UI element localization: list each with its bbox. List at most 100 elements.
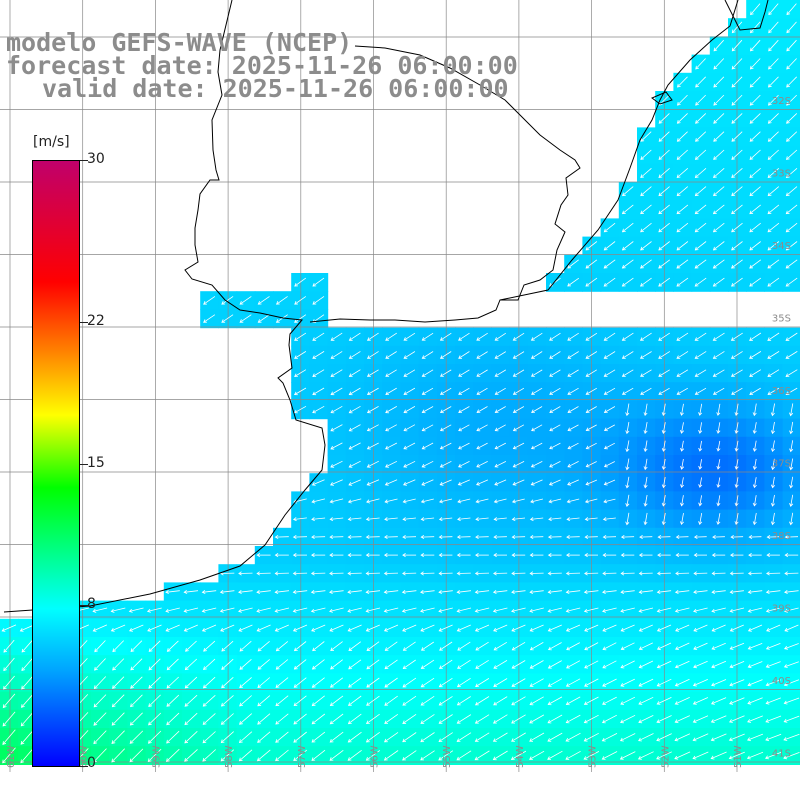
wind-arrow — [330, 351, 343, 359]
wind-arrow — [638, 589, 653, 595]
wind-arrow — [583, 732, 599, 742]
wind-arrow — [401, 607, 417, 613]
wind-arrow — [457, 498, 471, 504]
wind-arrow — [385, 351, 397, 359]
wind-arrow — [656, 733, 672, 742]
wind-arrow — [20, 747, 35, 764]
wind-arrow — [312, 405, 325, 414]
wind-arrow — [456, 534, 471, 540]
wind-arrow — [603, 461, 615, 468]
wind-arrow — [293, 713, 307, 725]
wind-arrow — [275, 296, 288, 305]
wind-arrow — [348, 405, 361, 414]
wind-cell — [527, 691, 547, 711]
wind-arrow — [785, 222, 798, 233]
wind-cell — [418, 637, 438, 656]
wind-cell — [200, 637, 219, 656]
wind-cell — [327, 382, 347, 401]
wind-arrow — [713, 131, 725, 142]
wind-arrow — [384, 498, 398, 504]
wind-cell — [709, 345, 729, 365]
wind-cell — [473, 364, 492, 383]
wind-cell — [0, 655, 19, 674]
wind-cell — [418, 345, 438, 365]
wind-arrow — [698, 422, 703, 434]
wind-arrow — [784, 589, 799, 595]
wind-cell — [691, 163, 711, 183]
wind-arrow — [239, 713, 253, 725]
wind-cell — [345, 364, 365, 383]
wind-cell — [109, 637, 128, 656]
wind-arrow — [492, 732, 508, 742]
wind-arrow — [694, 204, 707, 215]
wind-arrow — [92, 624, 108, 632]
wind-arrow — [474, 607, 490, 613]
wind-arrow — [693, 534, 707, 540]
wind-arrow — [784, 534, 799, 540]
wind-arrow — [547, 714, 563, 724]
wind-arrow — [784, 571, 799, 576]
wind-arrow — [166, 712, 180, 726]
wind-cell — [564, 418, 583, 438]
wind-arrow — [729, 607, 745, 613]
wind-arrow — [203, 658, 216, 671]
wind-arrow — [749, 76, 761, 88]
wind-cell — [564, 327, 583, 347]
wind-arrow — [639, 351, 652, 359]
wind-cell — [254, 291, 274, 310]
wind-arrow — [293, 677, 307, 688]
wind-cell — [618, 254, 638, 274]
wind-arrow — [530, 369, 543, 377]
wind-arrow — [729, 571, 744, 576]
wind-cell — [400, 637, 420, 656]
wind-arrow — [752, 440, 757, 452]
wind-arrow — [784, 553, 799, 558]
colorbar-tick-mark — [80, 766, 88, 767]
wind-arrow — [676, 131, 688, 142]
wind-cell — [109, 655, 128, 674]
wind-arrow — [330, 332, 343, 341]
wind-arrow — [674, 660, 690, 669]
wind-arrow — [602, 534, 617, 540]
wind-cell — [200, 291, 219, 310]
wind-arrow — [640, 222, 652, 233]
wind-arrow — [603, 479, 616, 486]
wind-cell — [564, 655, 583, 674]
wind-cell — [673, 345, 693, 365]
wind-cell — [709, 273, 729, 292]
wind-arrow — [656, 751, 672, 760]
wind-arrow — [385, 406, 397, 414]
wind-arrow — [438, 553, 453, 558]
wind-arrow — [675, 624, 690, 632]
wind-cell — [637, 691, 656, 711]
wind-arrow — [420, 677, 435, 688]
wind-arrow — [730, 259, 743, 269]
wind-arrow — [147, 748, 162, 763]
wind-arrow — [637, 751, 654, 760]
wind-cell — [491, 418, 511, 438]
wind-cell — [600, 637, 620, 656]
wind-arrow — [365, 589, 381, 595]
wind-cell — [728, 145, 747, 165]
wind-cell — [527, 637, 547, 656]
wind-arrow — [565, 678, 581, 687]
wind-arrow — [638, 624, 653, 632]
wind-arrow — [458, 406, 470, 413]
wind-arrow — [674, 589, 690, 595]
wind-cell — [618, 709, 638, 729]
wind-cell — [618, 236, 638, 256]
wind-arrow — [312, 277, 325, 287]
wind-cell — [327, 691, 347, 711]
wind-arrow — [583, 714, 599, 724]
wind-cell — [473, 673, 492, 693]
wind-cell — [673, 218, 693, 238]
wind-arrow — [679, 513, 684, 526]
wind-cell — [473, 746, 492, 765]
wind-cell — [709, 364, 729, 383]
wind-cell — [418, 382, 438, 401]
wind-arrow — [530, 479, 543, 486]
wind-arrow — [401, 589, 417, 595]
wind-arrow — [770, 476, 775, 489]
wind-cell — [200, 691, 219, 711]
wind-cell — [600, 655, 620, 674]
